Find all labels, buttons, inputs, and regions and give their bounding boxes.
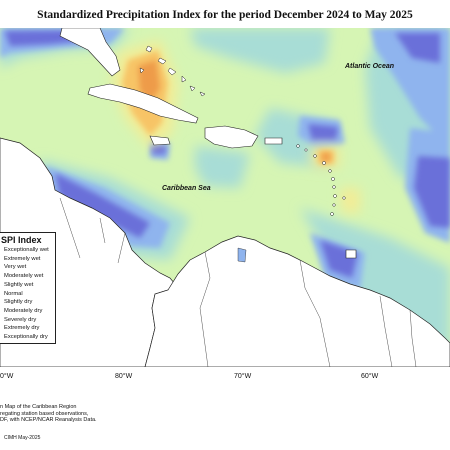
legend-item: Moderately wet [4,273,44,280]
spi-map [0,28,450,367]
footnote-line: DF, with NCEP/NCAR Reanalysis Data. [0,417,97,424]
longitude-label-60w: 60°W [361,373,379,380]
footnote-line: n Map of the Caribbean Region [0,404,77,410]
south-america-land [144,235,450,367]
map-footnote: n Map of the Caribbean Region regating s… [0,404,97,424]
jamaica-land [149,135,171,146]
footnote-line: regating station based observations, [0,410,89,417]
legend-item: Normal [4,290,23,297]
legend-item: Slightly dry [4,299,33,306]
longitude-label-90w: 0°W [0,373,14,380]
florida-land [59,28,121,77]
legend-item: Exceptionally wet [4,247,49,253]
legend-item: Extremely wet [4,255,41,262]
legend-item: Very wet [4,264,27,271]
caribbean-sea-label: Caribbean Sea [162,185,211,192]
country-borders [59,197,417,367]
cuba-land [87,83,199,124]
legend-item: Exceptionally dry [4,334,48,341]
legend-item: Slightly wet [4,281,34,288]
longitude-label-70w: 70°W [234,373,252,380]
hispaniola-land [204,125,259,149]
spi-field-very-wet [5,30,450,278]
trinidad-land [345,249,357,259]
legend-item: Severely dry [4,316,37,323]
longitude-label-80w: 80°W [115,373,133,380]
map-title: Standardized Precipitation Index for the… [37,9,413,21]
lake-maracaibo [237,247,247,263]
credit-text: CIMH May-2025 [4,435,41,441]
puerto-rico-land [264,137,283,145]
atlantic-ocean-label: Atlantic Ocean [345,63,395,70]
spi-map-canvas [0,28,450,367]
bahamas-islands [139,45,206,97]
spi-legend: SPI Index Exceptionally wet Extremely we… [0,232,56,344]
legend-title: SPI Index [1,235,42,245]
legend-item: Extremely dry [4,325,40,332]
legend-item: Moderately dry [4,307,43,314]
lesser-antilles [296,144,346,216]
